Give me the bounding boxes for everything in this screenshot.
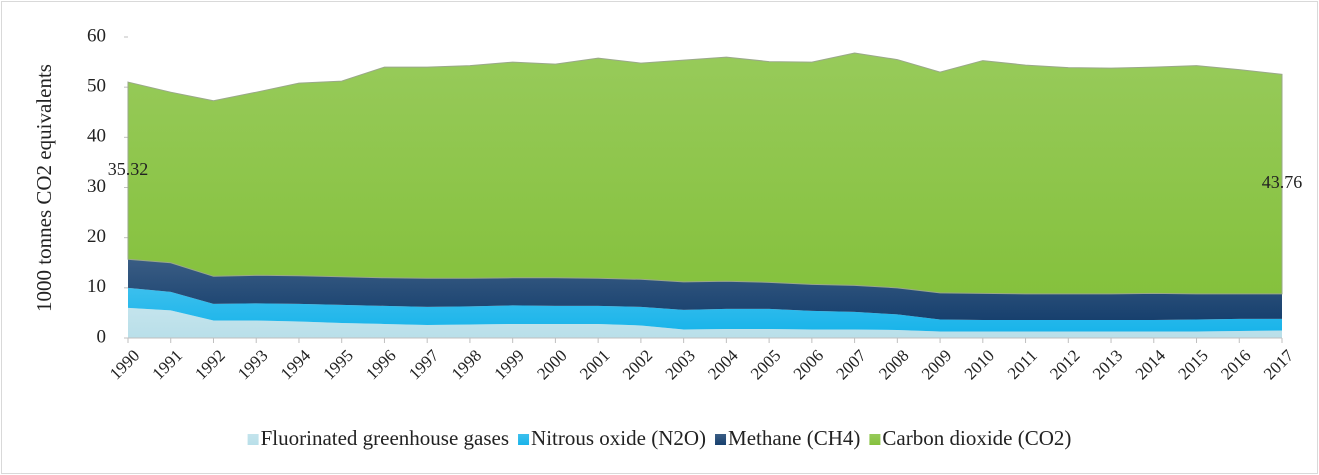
y-tick-label: 10 — [87, 276, 106, 297]
data-label: 35.32 — [108, 159, 149, 179]
area — [128, 259, 1282, 320]
y-tick-label: 60 — [87, 25, 106, 46]
legend-swatch — [518, 434, 530, 445]
legend-swatch — [715, 434, 727, 445]
data-label: 43.76 — [1262, 172, 1303, 192]
area — [128, 287, 1282, 332]
legend-label: Fluorinated greenhouse gases — [261, 426, 509, 450]
y-axis-label: 1000 tonnes CO2 equivalents — [32, 64, 56, 312]
legend: Fluorinated greenhouse gases Nitrous oxid… — [247, 426, 1071, 450]
legend-label: Carbon dioxide (CO2) — [882, 426, 1071, 450]
y-tick-label: 20 — [87, 226, 106, 247]
y-tick-label: 0 — [97, 326, 107, 347]
area — [127, 52, 1283, 295]
y-tick-label: 50 — [87, 76, 106, 97]
area — [128, 307, 1282, 338]
y-tick-label: 40 — [87, 126, 106, 147]
y-tick-label: 30 — [87, 176, 106, 197]
legend-label: Methane (CH4) — [728, 426, 860, 450]
legend-swatch — [247, 434, 259, 445]
legend-label: Nitrous oxide (N2O) — [531, 426, 706, 450]
legend-swatch — [869, 434, 881, 445]
